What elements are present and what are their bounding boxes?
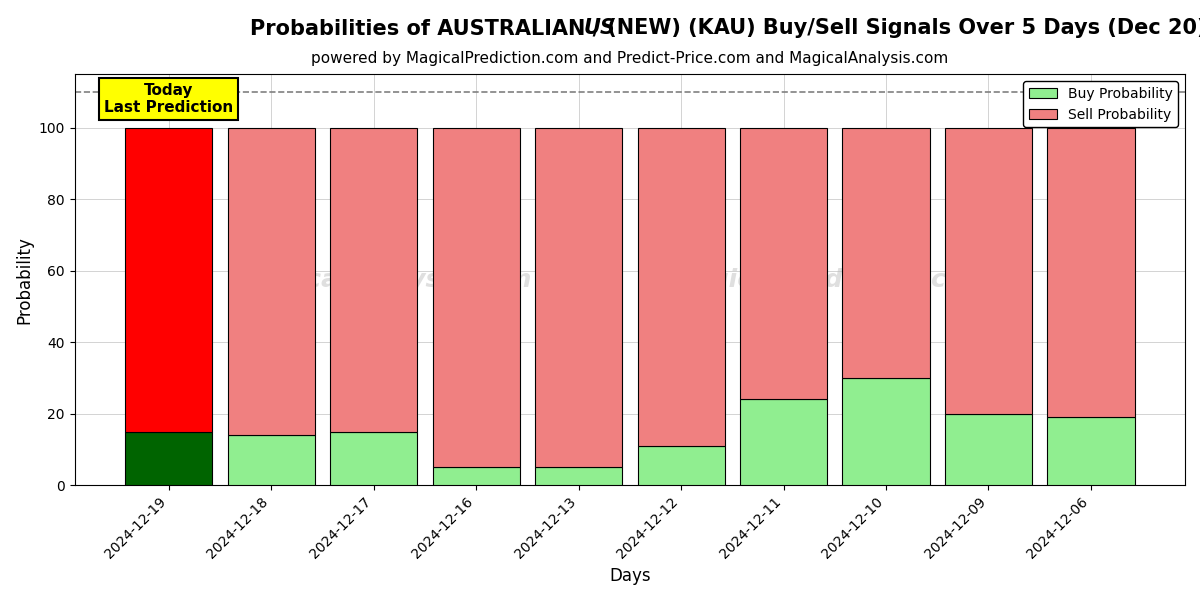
Bar bbox=[125, 128, 212, 431]
Bar bbox=[535, 128, 622, 467]
Bar bbox=[228, 128, 314, 435]
Title: powered by MagicalPrediction.com and Predict-Price.com and MagicalAnalysis.com: powered by MagicalPrediction.com and Pre… bbox=[311, 51, 948, 66]
Text: (NEW) (KAU) Buy/Sell Signals Over 5 Days (Dec 20): (NEW) (KAU) Buy/Sell Signals Over 5 Days… bbox=[600, 18, 1200, 38]
Bar bbox=[842, 128, 930, 378]
Bar bbox=[842, 378, 930, 485]
Bar bbox=[432, 467, 520, 485]
Bar bbox=[330, 431, 418, 485]
Bar bbox=[944, 128, 1032, 413]
Bar bbox=[1048, 128, 1134, 417]
Bar bbox=[637, 128, 725, 446]
Bar bbox=[637, 446, 725, 485]
Bar bbox=[1048, 417, 1134, 485]
X-axis label: Days: Days bbox=[610, 567, 650, 585]
Text: Probabilities of AUSTRALIAN /: Probabilities of AUSTRALIAN / bbox=[250, 18, 600, 38]
Bar bbox=[228, 435, 314, 485]
Text: MagicalPrediction.com: MagicalPrediction.com bbox=[670, 268, 990, 292]
Bar bbox=[535, 467, 622, 485]
Bar bbox=[944, 413, 1032, 485]
Bar bbox=[432, 128, 520, 467]
Text: US: US bbox=[584, 18, 616, 38]
Bar bbox=[125, 431, 212, 485]
Text: Today
Last Prediction: Today Last Prediction bbox=[104, 83, 233, 115]
Legend: Buy Probability, Sell Probability: Buy Probability, Sell Probability bbox=[1024, 81, 1178, 127]
Bar bbox=[740, 128, 827, 400]
Bar bbox=[330, 128, 418, 431]
Text: MagicalAnalysis.com: MagicalAnalysis.com bbox=[239, 268, 533, 292]
Bar bbox=[740, 400, 827, 485]
Y-axis label: Probability: Probability bbox=[16, 236, 34, 323]
